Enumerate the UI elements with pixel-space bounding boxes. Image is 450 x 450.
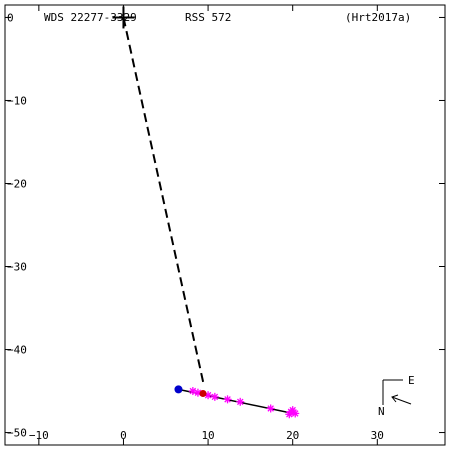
measurement-point xyxy=(291,409,300,418)
x-tick-label: 0 xyxy=(120,429,127,442)
y-tick-labels: 0 −10 −20 −30 −40 −50 xyxy=(7,11,27,439)
x-tick-label: 30 xyxy=(371,429,384,442)
orientation-compass: E N xyxy=(378,374,415,418)
y-tick-label: −40 xyxy=(7,344,27,357)
measurement-point xyxy=(236,397,245,406)
last-observation-point xyxy=(199,390,207,398)
axis-ticks xyxy=(5,5,445,445)
y-tick-label: 0 xyxy=(7,11,14,24)
wds-id-label: WDS 22277-3329 xyxy=(44,11,137,24)
motion-arrow-icon xyxy=(391,396,412,405)
node-line xyxy=(122,17,205,386)
motion-arrowhead-icon xyxy=(391,394,399,403)
measurement-point xyxy=(210,392,219,401)
x-tick-label: 10 xyxy=(201,429,214,442)
x-tick-label: 20 xyxy=(286,429,299,442)
y-tick-label: −50 xyxy=(7,427,27,440)
compass-north-label: N xyxy=(378,405,385,418)
compass-east-label: E xyxy=(408,374,415,387)
primary-star-marker xyxy=(112,6,135,29)
measurement-point xyxy=(285,410,294,419)
x-tick-labels: −10 0 10 20 30 xyxy=(29,429,384,442)
measurement-points xyxy=(188,387,300,419)
y-tick-label: −30 xyxy=(7,261,27,274)
y-tick-label: −10 xyxy=(7,94,27,107)
measurement-point xyxy=(266,404,275,413)
measurement-point xyxy=(223,395,232,404)
discoverer-label: RSS 572 xyxy=(185,11,231,24)
orbit-reference-label: (Hrt2017a) xyxy=(345,11,411,24)
plot-frame xyxy=(4,4,446,446)
x-tick-label: −10 xyxy=(29,429,49,442)
first-observation-point xyxy=(174,385,183,394)
y-tick-label: −20 xyxy=(7,177,27,190)
